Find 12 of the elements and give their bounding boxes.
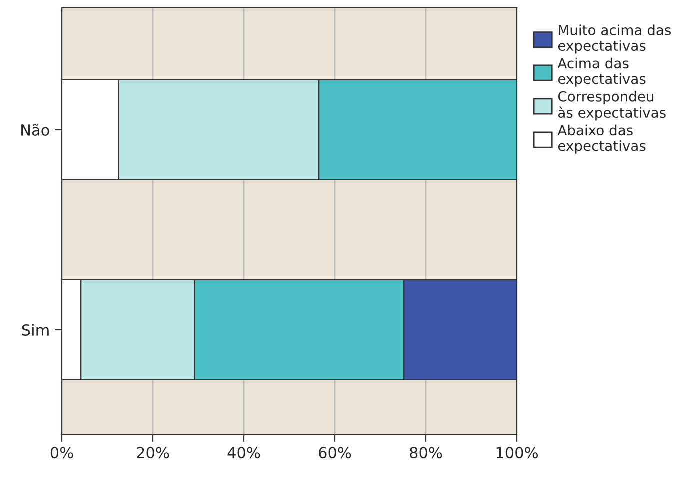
x-tick-label: 60% [319, 447, 352, 459]
legend-label: Correspondeu às expectativas [558, 91, 666, 121]
legend-label: Muito acima das expectativas [558, 24, 672, 54]
x-tick-label: 100% [496, 447, 538, 459]
x-tick-label: 0% [50, 447, 74, 459]
x-tick-label: 20% [137, 447, 170, 459]
legend-label: Abaixo das expectativas [558, 124, 646, 154]
x-tick-label: 80% [410, 447, 442, 459]
y-tick-label: Sim [22, 324, 49, 336]
y-tick-label: Não [22, 124, 50, 136]
legend-label: Acima das expectativas [558, 58, 646, 87]
x-tick-label: 40% [228, 447, 260, 459]
